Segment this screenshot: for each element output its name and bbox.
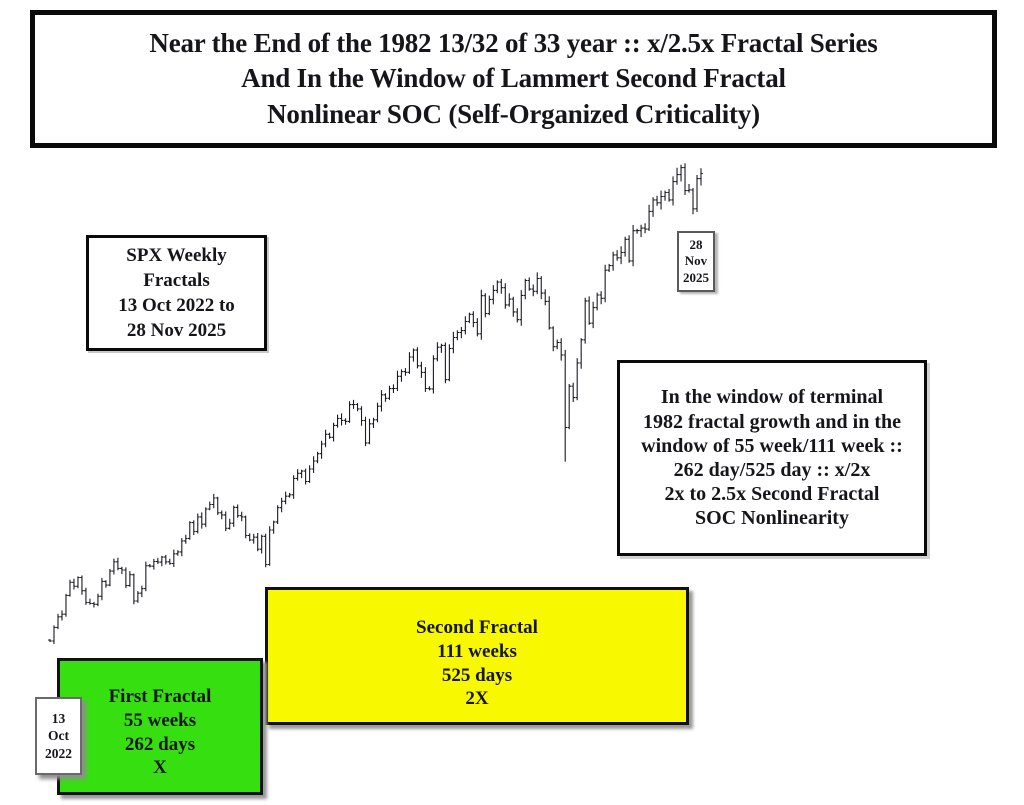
annotation-line-6: SOC Nonlinearity	[695, 507, 849, 530]
second-fractal-line-4: 2X	[465, 688, 489, 710]
first-fractal-line-2: 55 weeks	[123, 709, 197, 731]
annotation-line-3: window of 55 week/111 week ::	[641, 434, 903, 457]
chart-label-line-4: 28 Nov 2025	[126, 320, 227, 342]
first-fractal-box: First Fractal 55 weeks 262 days X	[57, 658, 263, 795]
title-line-3: Nonlinear SOC (Self-Organized Criticalit…	[267, 98, 760, 129]
soc-annotation-box: In the window of terminal 1982 fractal g…	[617, 360, 927, 556]
title-line-2: And In the Window of Lammert Second Frac…	[241, 63, 786, 94]
annotation-line-2: 1982 fractal growth and in the	[643, 410, 901, 433]
first-fractal-line-1: First Fractal	[108, 686, 212, 707]
first-fractal-line-3: 262 days	[124, 733, 196, 755]
first-fractal-line-4: X	[153, 757, 167, 779]
start-date-year: 2022	[45, 745, 72, 761]
title-box: Near the End of the 1982 13/32 of 33 yea…	[30, 10, 997, 148]
second-fractal-line-1: Second Fractal	[416, 617, 538, 638]
end-date-year: 2025	[683, 269, 709, 285]
end-date-day: 28	[689, 237, 703, 253]
annotation-line-1: In the window of terminal	[660, 386, 884, 409]
title-line-1: Near the End of the 1982 13/32 of 33 yea…	[149, 27, 878, 58]
annotation-line-5: 2x to 2.5x Second Fractal	[664, 483, 880, 506]
chart-label-box: SPX Weekly Fractals 13 Oct 2022 to 28 No…	[86, 235, 267, 351]
end-date-month: Nov	[684, 253, 708, 269]
second-fractal-line-2: 111 weeks	[437, 640, 517, 662]
second-fractal-box: Second Fractal 111 weeks 525 days 2X	[265, 587, 689, 725]
second-fractal-line-3: 525 days	[441, 664, 513, 686]
start-date-day: 13	[51, 710, 66, 726]
end-date-label: 28 Nov 2025	[677, 231, 715, 292]
chart-label-line-1: SPX Weekly	[126, 244, 227, 266]
start-date-label: 13 Oct 2022	[35, 697, 82, 775]
chart-label-line-2: Fractals	[143, 269, 210, 291]
ohlc-bars-path	[48, 163, 703, 644]
annotation-line-4: 262 day/525 day :: x/2x	[673, 459, 871, 481]
chart-label-line-3: 13 Oct 2022 to	[118, 295, 235, 316]
start-date-month: Oct	[48, 728, 69, 744]
